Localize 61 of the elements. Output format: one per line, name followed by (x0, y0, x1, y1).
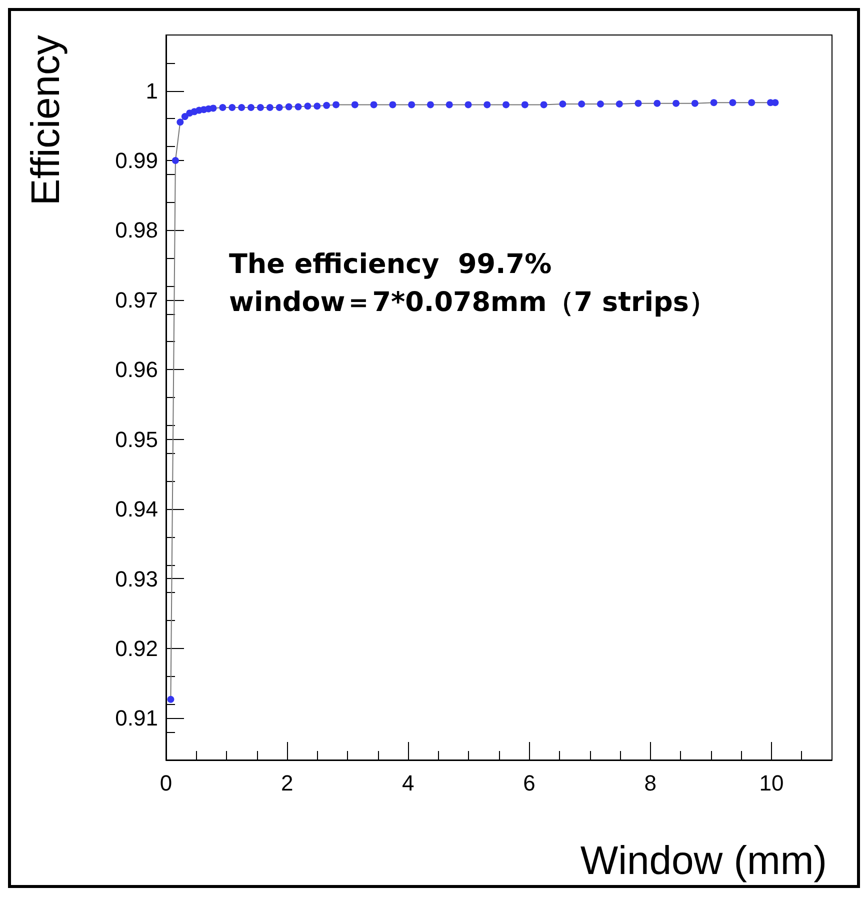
y-tick-label: 0.99 (115, 148, 158, 173)
point (710, 99, 718, 106)
point (559, 100, 566, 108)
point (389, 101, 396, 108)
y-tick-label: 0.97 (115, 287, 158, 312)
point (314, 102, 321, 110)
x-tick-label: 10 (759, 770, 784, 796)
point (691, 100, 698, 107)
y-tick-label: 0.92 (115, 636, 158, 661)
point (616, 100, 623, 108)
point (426, 101, 434, 108)
point (484, 101, 491, 108)
point (172, 156, 179, 164)
y-tick-label: 0.98 (115, 218, 158, 243)
y-axis-title: Efficiency (24, 35, 68, 206)
point (408, 101, 416, 108)
point (238, 104, 246, 111)
x-tick-label: 6 (523, 770, 536, 796)
point (210, 104, 217, 112)
y-tick-label: 0.96 (115, 357, 158, 382)
y-tick-label: 0.91 (115, 706, 158, 731)
point (672, 100, 680, 107)
point (634, 100, 642, 107)
point (248, 104, 255, 111)
x-tick-label: 8 (644, 770, 656, 796)
point (219, 104, 226, 111)
point (654, 100, 661, 107)
point (276, 104, 283, 111)
x-tick-label: 2 (280, 770, 294, 796)
point (332, 101, 340, 108)
point (266, 104, 274, 111)
point (748, 99, 756, 106)
point (176, 118, 184, 126)
point (285, 103, 292, 110)
annotation: window＝7*0.078mm（7 strips） (229, 287, 716, 318)
x-tick-label: 0 (160, 770, 172, 796)
x-tick-label: 4 (402, 770, 414, 796)
point (521, 101, 528, 108)
point (446, 101, 453, 108)
point (370, 101, 378, 108)
point (578, 100, 586, 108)
point (502, 101, 510, 108)
point (167, 696, 174, 703)
point (729, 99, 736, 106)
annotation: The efficiency 99.7% (229, 249, 552, 280)
point (256, 104, 264, 111)
point (181, 113, 188, 120)
y-tick-label: 0.94 (115, 496, 158, 522)
point (596, 100, 604, 108)
y-tick-label: 0.93 (115, 566, 158, 592)
point (304, 102, 312, 110)
point (323, 102, 330, 109)
point (228, 104, 236, 111)
y-tick-label: 0.95 (115, 426, 158, 452)
point (351, 101, 358, 108)
y-tick-label: 1 (146, 78, 158, 104)
point (772, 99, 779, 106)
x-axis-title: Window (mm) (580, 839, 828, 883)
point (464, 101, 472, 108)
point (294, 103, 302, 110)
point (540, 101, 548, 108)
